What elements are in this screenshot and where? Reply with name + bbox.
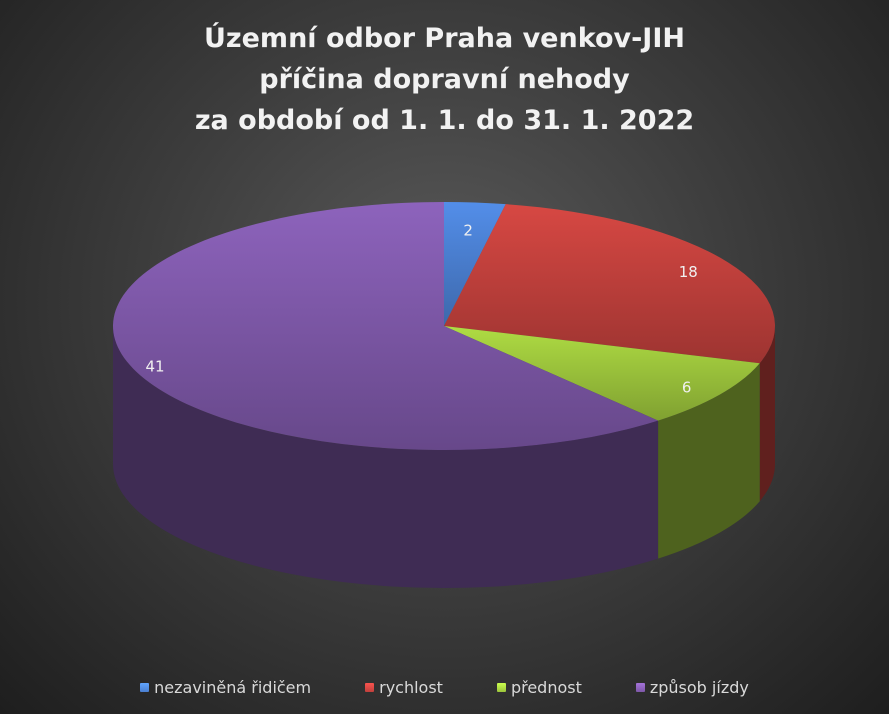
data-label-rychlost: 18 xyxy=(679,263,698,281)
chart-title: Územní odbor Praha venkov-JIH příčina do… xyxy=(0,18,889,141)
data-label-nezavinena: 2 xyxy=(463,222,473,240)
legend-swatch-rychlost xyxy=(365,683,375,692)
pie-side-zpusob-jizdy xyxy=(113,326,659,588)
chart-title-line-1: Územní odbor Praha venkov-JIH xyxy=(203,23,685,54)
legend-label-nezavinena: nezaviněná řidičem xyxy=(154,678,312,697)
legend-swatch-nezavinena xyxy=(140,683,150,692)
legend-label-prednost: přednost xyxy=(510,678,582,697)
legend-item-prednost: přednost xyxy=(496,678,582,697)
legend-swatch-prednost xyxy=(496,683,506,692)
legend-swatch-zpusob-jizdy xyxy=(635,683,645,692)
legend-label-rychlost: rychlost xyxy=(379,678,443,697)
pie-slices xyxy=(112,202,775,450)
pie-side-prednost xyxy=(658,363,760,559)
data-label-prednost: 6 xyxy=(682,378,692,396)
legend: nezaviněná řidičem rychlost přednost způ… xyxy=(0,678,889,697)
chart-title-line-2: příčina dopravní nehody xyxy=(259,64,630,95)
legend-item-zpusob-jizdy: způsob jízdy xyxy=(635,678,749,697)
pie-side-rychlost xyxy=(759,326,775,502)
legend-item-nezavinena: nezaviněná řidičem xyxy=(140,678,311,697)
pie-slice-prednost xyxy=(444,326,760,421)
legend-label-zpusob-jizdy: způsob jízdy xyxy=(649,678,749,697)
pie-slice-nezavinena xyxy=(444,202,506,326)
legend-item-rychlost: rychlost xyxy=(365,678,443,697)
pie-data-labels: 2 18 6 41 xyxy=(145,222,697,397)
data-label-zpusob-jizdy: 41 xyxy=(145,358,164,376)
pie-slice-rychlost xyxy=(444,204,775,364)
chart-title-line-3: za období od 1. 1. do 31. 1. 2022 xyxy=(194,105,695,136)
pie-slice-zpusob-jizdy xyxy=(112,202,659,450)
